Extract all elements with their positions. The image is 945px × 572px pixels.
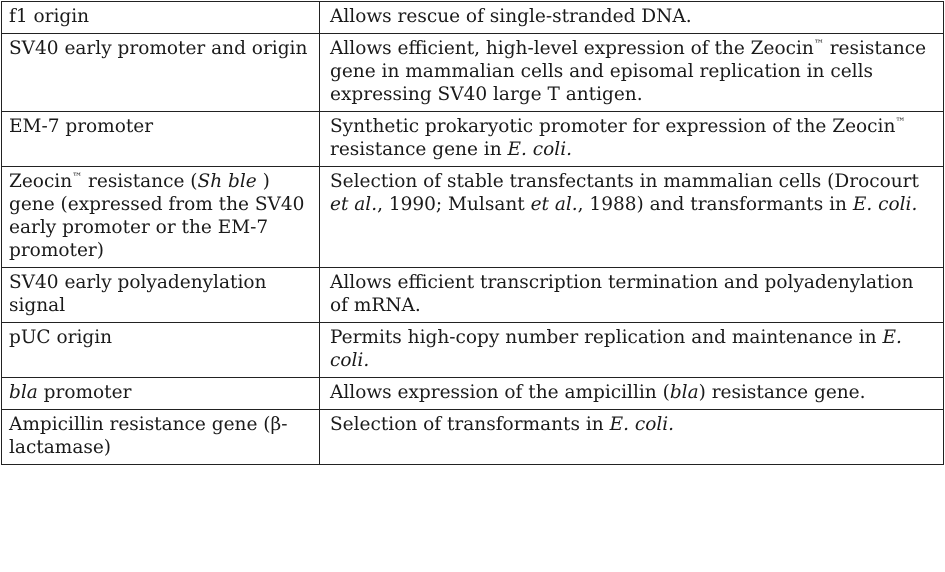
feature-cell: Zeocin™ resistance (Sh ble ) gene (expre… (1, 166, 320, 268)
benefit-cell: Selection of transformants in E. coli. (319, 409, 944, 465)
table-row: EM-7 promoter Synthetic prokaryotic prom… (1, 111, 944, 167)
benefit-cell: Synthetic prokaryotic promoter for expre… (319, 111, 944, 167)
trademark-symbol: ™ (72, 171, 83, 183)
feature-cell: SV40 early promoter and origin (1, 33, 320, 112)
features-table: f1 origin Allows rescue of single-strand… (1, 1, 944, 465)
table-row: bla promoter Allows expression of the am… (1, 377, 944, 410)
table-row: Zeocin™ resistance (Sh ble ) gene (expre… (1, 166, 944, 268)
benefit-cell: Allows efficient, high-level expression … (319, 33, 944, 112)
feature-cell: Ampicillin resistance gene (β-lactamase) (1, 409, 320, 465)
table-row: SV40 early polyadenylation signal Allows… (1, 267, 944, 323)
benefit-cell: Selection of stable transfectants in mam… (319, 166, 944, 268)
feature-cell: EM-7 promoter (1, 111, 320, 167)
table-row: SV40 early promoter and origin Allows ef… (1, 33, 944, 112)
trademark-symbol: ™ (813, 38, 824, 50)
benefit-cell: Allows efficient transcription terminati… (319, 267, 944, 323)
benefit-cell: Allows rescue of single-stranded DNA. (319, 1, 944, 34)
feature-cell: f1 origin (1, 1, 320, 34)
benefit-cell: Permits high-copy number replication and… (319, 322, 944, 378)
feature-cell: bla promoter (1, 377, 320, 410)
feature-cell: SV40 early polyadenylation signal (1, 267, 320, 323)
table-row: f1 origin Allows rescue of single-strand… (1, 1, 944, 34)
trademark-symbol: ™ (895, 116, 906, 128)
benefit-cell: Allows expression of the ampicillin (bla… (319, 377, 944, 410)
table-row: pUC origin Permits high-copy number repl… (1, 322, 944, 378)
feature-cell: pUC origin (1, 322, 320, 378)
table-row: Ampicillin resistance gene (β-lactamase)… (1, 409, 944, 465)
